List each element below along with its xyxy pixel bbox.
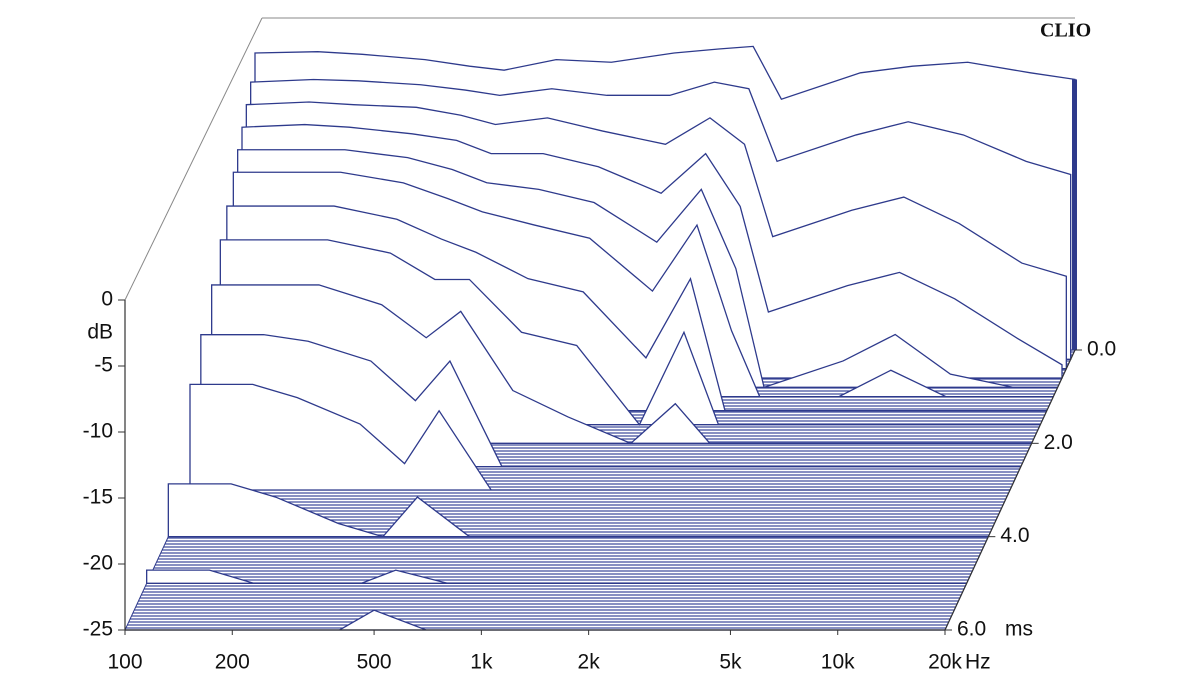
t-tick-label: 2.0 bbox=[1044, 431, 1073, 454]
x-tick-label: 5k bbox=[719, 651, 742, 674]
t-tick-label: 4.0 bbox=[1000, 524, 1029, 547]
x-tick-label: 500 bbox=[357, 651, 392, 674]
decay-slice bbox=[200, 334, 1021, 468]
t-tick-label: 6.0 bbox=[957, 618, 986, 641]
edge-bar bbox=[1072, 79, 1077, 351]
decay-slice bbox=[167, 483, 989, 538]
x-unit: Hz bbox=[965, 651, 991, 674]
decay-slice bbox=[146, 569, 967, 584]
x-tick-label: 1k bbox=[470, 651, 493, 674]
x-tick-label: 20k bbox=[928, 651, 962, 674]
y-tick-label: -10 bbox=[83, 420, 113, 443]
t-tick-label: 0.0 bbox=[1087, 338, 1116, 361]
decay-slice bbox=[189, 383, 1010, 491]
brand: CLIO bbox=[1040, 20, 1091, 42]
y-tick-label: -25 bbox=[83, 618, 113, 641]
y-tick-label: -20 bbox=[83, 552, 113, 575]
frame-edge bbox=[124, 17, 263, 301]
y-axis-label: dB bbox=[87, 321, 113, 344]
t-unit: ms bbox=[1005, 618, 1033, 641]
x-tick-label: 200 bbox=[215, 651, 250, 674]
x-tick-label: 10k bbox=[821, 651, 855, 674]
y-tick-label: -5 bbox=[94, 354, 113, 377]
x-tick-label: 2k bbox=[578, 651, 601, 674]
y-tick-label: -15 bbox=[83, 486, 113, 509]
t-axis bbox=[944, 349, 1076, 631]
y-tick-label: 0 bbox=[101, 288, 113, 311]
x-tick-label: 100 bbox=[107, 651, 142, 674]
